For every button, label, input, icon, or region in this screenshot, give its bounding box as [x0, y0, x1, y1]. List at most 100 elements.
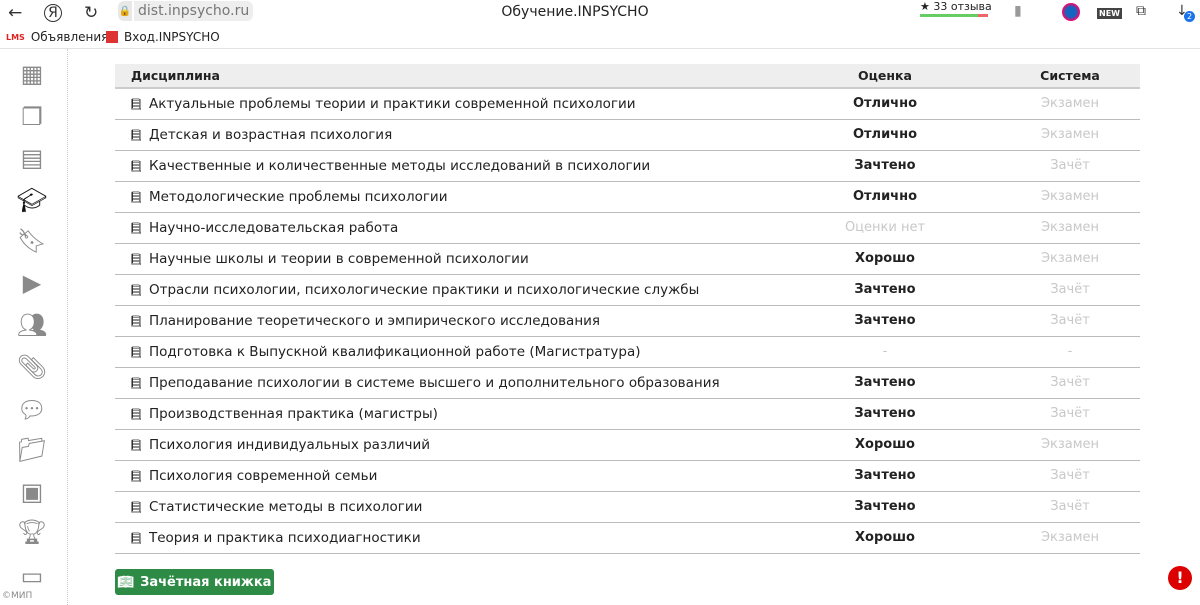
header-system: Система — [1000, 64, 1140, 89]
table-row: 📘︎ Методологические проблемы психологии О… — [115, 181, 1140, 213]
back-icon[interactable]: ← — [8, 3, 23, 23]
grade-cell: Хорошо — [770, 243, 1000, 275]
book-icon: 📘︎ — [129, 252, 143, 266]
discipline-name: Отрасли психологии, психологические прак… — [148, 281, 700, 298]
bookmark-icon[interactable]: ▮ — [1014, 3, 1022, 19]
system-cell: Экзамен — [1000, 429, 1140, 461]
bookmark-label: Объявления — [30, 30, 109, 44]
grade-cell: Отлично — [770, 119, 1000, 151]
table-row: 📘︎ Преподавание психологии в системе высш… — [115, 367, 1140, 399]
new-extension-icon[interactable]: NEW — [1097, 8, 1122, 19]
book-icon: 📘︎ — [129, 376, 143, 390]
system-cell: Экзамен — [1000, 181, 1140, 213]
grades-table: Дисциплина Оценка Система 📘︎ Актуальные п… — [115, 64, 1140, 554]
table-row: 📘︎ Психология индивидуальных различий Хор… — [115, 429, 1140, 461]
yandex-icon[interactable]: Я — [44, 4, 62, 22]
calendar-icon[interactable]: ▤ — [20, 144, 44, 172]
discipline-cell[interactable]: 📘︎ Детская и возрастная психология — [115, 119, 770, 151]
discipline-name: Психология современной семьи — [148, 467, 378, 484]
paperclip-icon[interactable]: 📎︎ — [16, 353, 48, 381]
table-row: 📘︎ Статистические методы в психологии Зач… — [115, 491, 1140, 523]
lock-icon: 🔒 — [118, 1, 132, 21]
reload-icon[interactable]: ↻ — [84, 3, 99, 23]
discipline-cell[interactable]: 📘︎ Подготовка к Выпускной квалификационно… — [115, 336, 770, 368]
url-text[interactable]: dist.inpsycho.ru — [134, 1, 254, 21]
system-cell: Экзамен — [1000, 212, 1140, 244]
users-icon[interactable]: 👥︎ — [16, 311, 48, 339]
grade-cell: Зачтено — [770, 398, 1000, 430]
copyright: ©МИП — [2, 591, 33, 601]
book-icon: 📘︎ — [129, 469, 143, 483]
discipline-cell[interactable]: 📘︎ Теория и практика психодиагностики — [115, 522, 770, 554]
discipline-cell[interactable]: 📘︎ Качественные и количественные методы и… — [115, 150, 770, 182]
discipline-cell[interactable]: 📘︎ Актуальные проблемы теории и практики … — [115, 88, 770, 120]
bookmark-announcements[interactable]: LMS Объявления — [6, 30, 108, 44]
bookmark-login[interactable]: Вход.INPSYCHO — [106, 30, 220, 44]
discipline-cell[interactable]: 📘︎ Статистические методы в психологии — [115, 491, 770, 523]
table-row: 📘︎ Научно-исследовательская работа Оценки… — [115, 212, 1140, 244]
discipline-name: Качественные и количественные методы исс… — [148, 157, 651, 174]
bookmark-icon[interactable]: 🔖︎ — [16, 227, 48, 255]
discipline-name: Подготовка к Выпускной квалификационной … — [148, 343, 641, 360]
system-cell: Зачёт — [1000, 460, 1140, 492]
discipline-cell[interactable]: 📘︎ Научные школы и теории в современной п… — [115, 243, 770, 275]
reviews-button[interactable]: ★ 33 отзыва — [920, 0, 992, 17]
collections-icon[interactable]: ⧉ — [1136, 3, 1146, 19]
system-cell: Зачёт — [1000, 150, 1140, 182]
archive-icon[interactable]: ▣ — [20, 478, 44, 506]
comments-icon[interactable]: 💬︎ — [16, 396, 48, 424]
table-row: 📘︎ Психология современной семьи Зачтено З… — [115, 460, 1140, 492]
extension-icon[interactable] — [1062, 3, 1080, 21]
system-cell: Зачёт — [1000, 491, 1140, 523]
discipline-cell[interactable]: 📘︎ Планирование теоретического и эмпириче… — [115, 305, 770, 337]
book-icon: 📘︎ — [129, 221, 143, 235]
table-row: 📘︎ Актуальные проблемы теории и практики … — [115, 88, 1140, 120]
credit-card-icon[interactable]: ▭ — [20, 562, 44, 590]
dashboard-grid-icon[interactable]: ▦ — [20, 60, 44, 88]
book-icon: 📘︎ — [129, 283, 143, 297]
grade-cell: - — [770, 336, 1000, 368]
system-cell: Экзамен — [1000, 522, 1140, 554]
book-icon: 📘︎ — [129, 97, 143, 111]
video-file-icon[interactable]: ▶ — [22, 269, 42, 297]
discipline-name: Статистические методы в психологии — [148, 498, 423, 515]
system-cell: Экзамен — [1000, 119, 1140, 151]
documents-icon[interactable]: ❐ — [21, 103, 43, 131]
discipline-name: Детская и возрастная психология — [148, 126, 393, 143]
table-row: 📘︎ Детская и возрастная психология Отличн… — [115, 119, 1140, 151]
bookmark-label: Вход.INPSYCHO — [124, 30, 220, 44]
inpsycho-logo-icon — [106, 31, 118, 43]
grade-cell: Зачтено — [770, 274, 1000, 306]
system-cell: - — [1000, 336, 1140, 368]
discipline-cell[interactable]: 📘︎ Преподавание психологии в системе высш… — [115, 367, 770, 399]
record-book-button[interactable]: 📖︎ Зачётная книжка — [115, 569, 274, 595]
trophy-icon[interactable]: 🏆︎ — [16, 518, 48, 546]
book-icon: 📘︎ — [129, 531, 143, 545]
record-book-label: Зачётная книжка — [140, 574, 272, 590]
discipline-cell[interactable]: 📘︎ Психология современной семьи — [115, 460, 770, 492]
discipline-cell[interactable]: 📘︎ Научно-исследовательская работа — [115, 212, 770, 244]
graduation-cap-icon[interactable]: 🎓︎ — [16, 186, 48, 214]
discipline-cell[interactable]: 📘︎ Отрасли психологии, психологические пр… — [115, 274, 770, 306]
book-icon: 📘︎ — [129, 314, 143, 328]
discipline-name: Планирование теоретического и эмпирическ… — [148, 312, 601, 329]
discipline-cell[interactable]: 📘︎ Психология индивидуальных различий — [115, 429, 770, 461]
downloads-icon[interactable]: ↓ 2 — [1176, 3, 1195, 22]
discipline-cell[interactable]: 📘︎ Производственная практика (магистры) — [115, 398, 770, 430]
book-icon: 📘︎ — [129, 159, 143, 173]
table-row: 📘︎ Теория и практика психодиагностики Хор… — [115, 522, 1140, 554]
book-icon: 📘︎ — [129, 500, 143, 514]
discipline-cell[interactable]: 📘︎ Методологические проблемы психологии — [115, 181, 770, 213]
discipline-name: Производственная практика (магистры) — [148, 405, 438, 422]
system-cell: Зачёт — [1000, 274, 1140, 306]
table-row: 📘︎ Отрасли психологии, психологические пр… — [115, 274, 1140, 306]
discipline-name: Научные школы и теории в современной пси… — [148, 250, 529, 267]
table-row: 📘︎ Качественные и количественные методы и… — [115, 150, 1140, 182]
discipline-name: Методологические проблемы психологии — [148, 188, 448, 205]
alert-icon[interactable]: ! — [1168, 566, 1192, 590]
address-bar[interactable]: 🔒 dist.inpsycho.ru — [118, 1, 254, 21]
reviews-label: 33 отзыва — [933, 0, 992, 13]
grade-cell: Оценки нет — [770, 212, 1000, 244]
table-header: Дисциплина Оценка Система — [115, 64, 1140, 89]
folder-icon[interactable]: 📁︎ — [16, 436, 48, 464]
